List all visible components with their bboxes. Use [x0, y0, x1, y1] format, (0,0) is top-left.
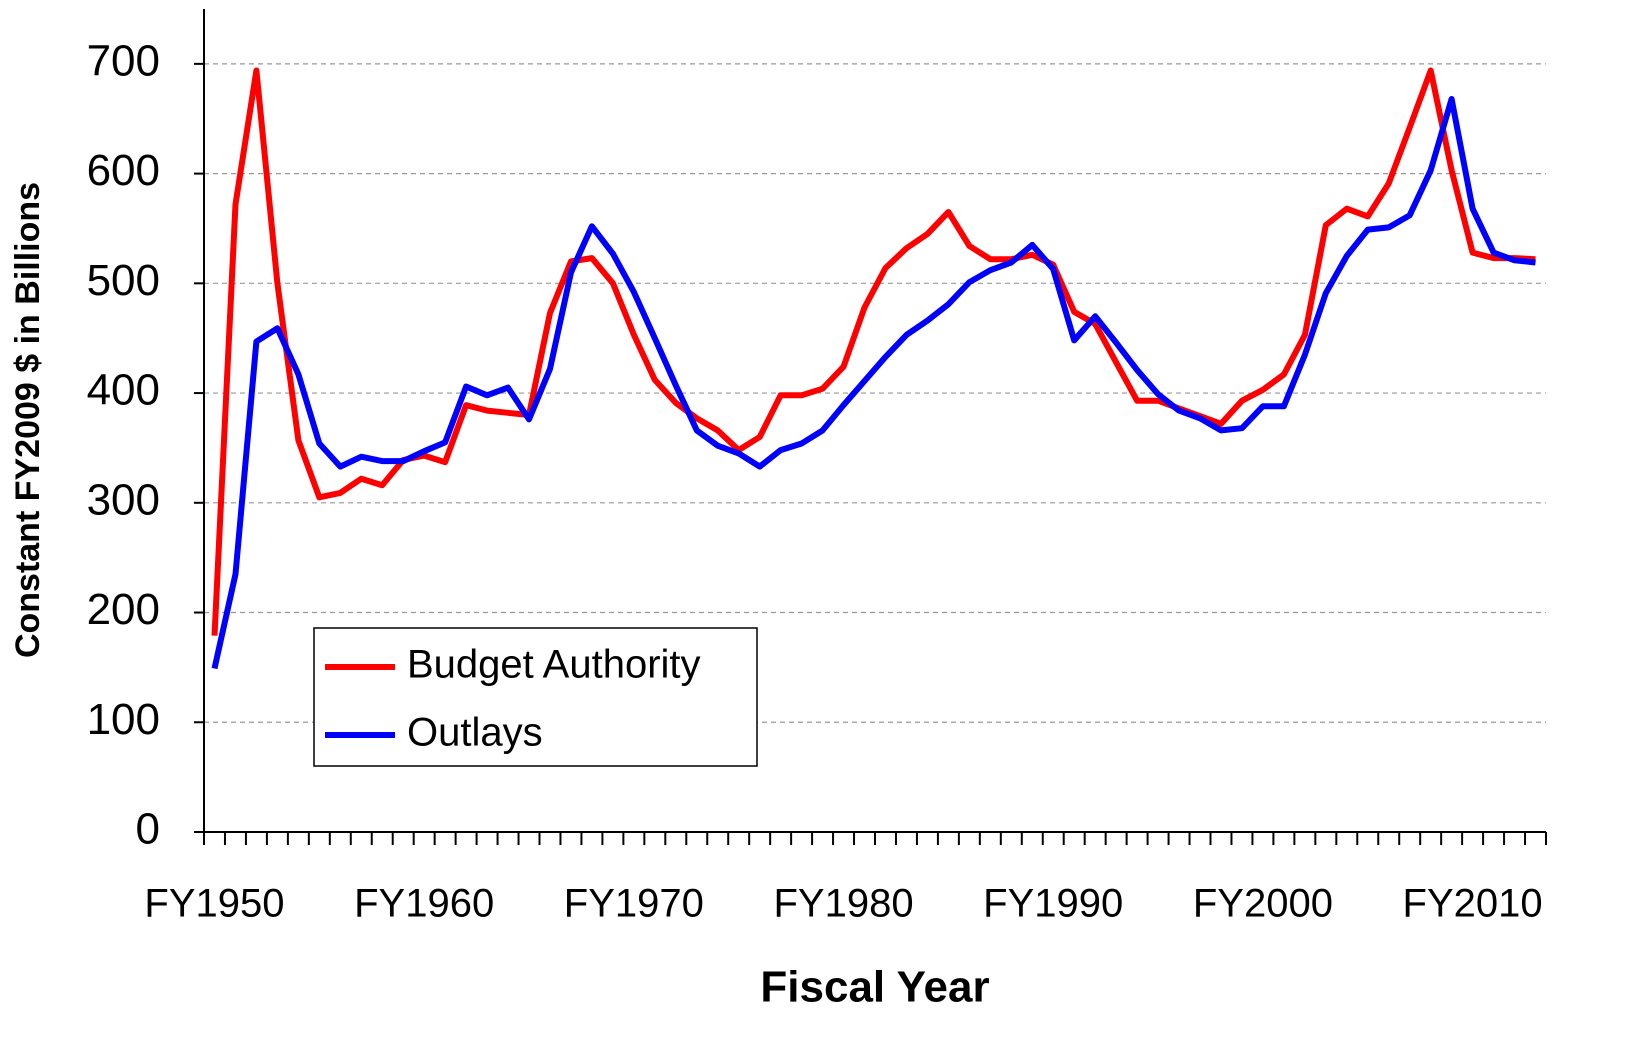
legend-box: [313, 627, 758, 767]
x-tick-label: FY1960: [354, 882, 494, 926]
x-tick-label: FY1950: [144, 882, 284, 926]
x-tick-label: FY2000: [1193, 882, 1333, 926]
series-line: [211, 96, 1536, 670]
y-tick-label: 300: [87, 475, 160, 524]
y-tick-label: 200: [87, 585, 160, 634]
series-line: [211, 67, 1536, 636]
y-tick-label: 700: [87, 36, 160, 85]
x-tick-label: FY1970: [564, 882, 704, 926]
y-tick-label: 400: [87, 366, 160, 415]
y-tick-label: 500: [87, 256, 160, 305]
y-tick-label: 0: [136, 805, 160, 854]
y-tick-label: 600: [87, 146, 160, 195]
legend-label: Outlays: [407, 711, 543, 755]
y-tick-label: 100: [87, 695, 160, 744]
x-tick-label: FY2010: [1403, 882, 1543, 926]
x-tick-label: FY1980: [773, 882, 913, 926]
legend-label: Budget Authority: [407, 643, 701, 687]
y-axis-title: Constant FY2009 $ in Billions: [9, 182, 47, 658]
legend: Budget Authority Outlays: [313, 627, 758, 767]
x-tick-label: FY1990: [983, 882, 1123, 926]
x-axis-title: Fiscal Year: [760, 963, 989, 1012]
